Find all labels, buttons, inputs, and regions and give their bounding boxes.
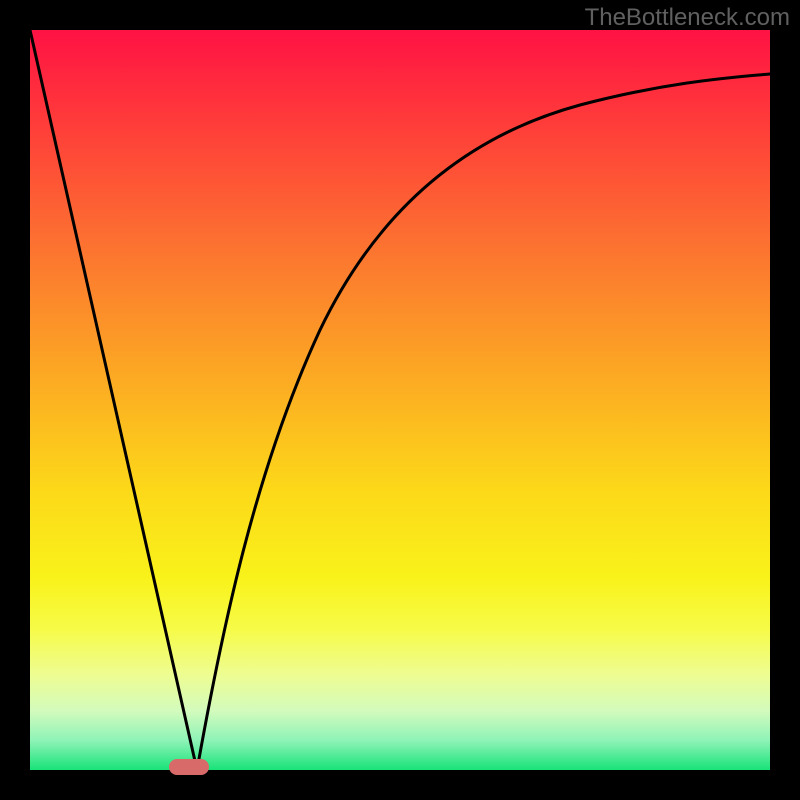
watermark-text: TheBottleneck.com <box>585 4 790 32</box>
optimum-marker <box>169 759 209 775</box>
bottleneck-chart <box>0 0 800 800</box>
plot-background <box>30 30 770 770</box>
chart-container: TheBottleneck.com <box>0 0 800 800</box>
